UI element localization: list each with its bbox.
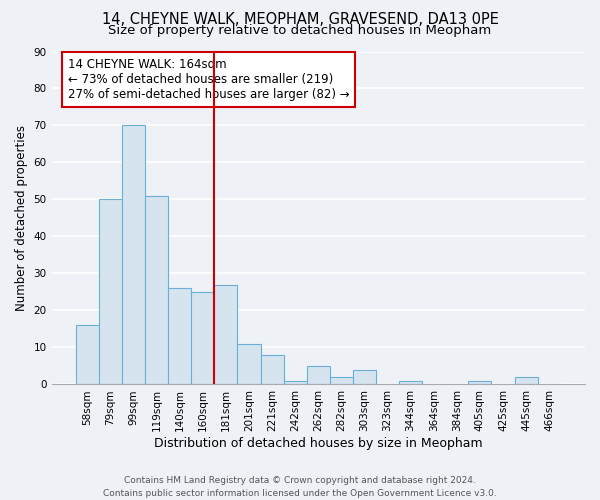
Bar — [469, 381, 491, 384]
Y-axis label: Number of detached properties: Number of detached properties — [15, 125, 28, 311]
Text: Contains HM Land Registry data © Crown copyright and database right 2024.
Contai: Contains HM Land Registry data © Crown c… — [103, 476, 497, 498]
Bar — [122, 126, 145, 384]
Bar — [330, 377, 353, 384]
Bar — [284, 381, 307, 384]
Text: 14 CHEYNE WALK: 164sqm
← 73% of detached houses are smaller (219)
27% of semi-de: 14 CHEYNE WALK: 164sqm ← 73% of detached… — [68, 58, 349, 101]
Bar — [353, 370, 376, 384]
Text: 14, CHEYNE WALK, MEOPHAM, GRAVESEND, DA13 0PE: 14, CHEYNE WALK, MEOPHAM, GRAVESEND, DA1… — [101, 12, 499, 28]
X-axis label: Distribution of detached houses by size in Meopham: Distribution of detached houses by size … — [154, 437, 482, 450]
Bar — [191, 292, 214, 384]
Bar — [238, 344, 260, 385]
Bar — [99, 200, 122, 384]
Bar — [260, 355, 284, 384]
Bar — [145, 196, 168, 384]
Bar — [214, 284, 238, 384]
Bar — [515, 377, 538, 384]
Bar — [307, 366, 330, 384]
Bar — [399, 381, 422, 384]
Text: Size of property relative to detached houses in Meopham: Size of property relative to detached ho… — [109, 24, 491, 37]
Bar — [168, 288, 191, 384]
Bar — [76, 326, 99, 384]
